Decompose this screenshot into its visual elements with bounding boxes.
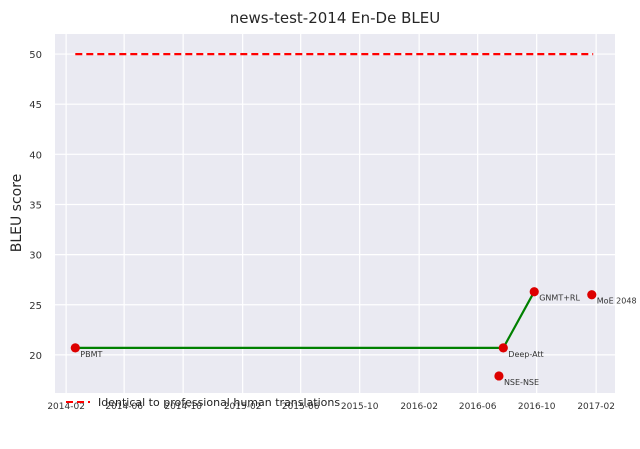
data-point-label: NSE-NSE [504, 378, 539, 387]
data-point [529, 287, 539, 297]
data-point-label: GNMT+RL [539, 294, 580, 303]
x-tick-label: 2014-06 [105, 402, 143, 412]
y-tick-labels: 20 25 30 35 40 45 50 [29, 50, 42, 362]
x-tick-label: 2015-06 [282, 402, 320, 412]
y-tick-label: 45 [29, 100, 42, 111]
x-tick-labels: 2014-02 2014-06 2014-10 2015-02 2015-06 2015-… [47, 402, 615, 412]
data-point-label: Deep-Att [508, 350, 543, 359]
data-point-label: PBMT [80, 350, 102, 359]
x-tick-label: 2015-02 [224, 402, 262, 412]
y-tick-label: 30 [29, 251, 42, 262]
x-tick-label: 2016-06 [459, 402, 497, 412]
data-point-label: MoE 2048 [597, 297, 637, 306]
legend-entry-label: Identical to professional human translat… [98, 396, 340, 409]
data-point [494, 371, 504, 381]
y-tick-label: 35 [29, 200, 42, 211]
x-tick-label: 2016-02 [400, 402, 438, 412]
x-tick-label: 2015-10 [341, 402, 379, 412]
x-tick-label: 2017-02 [577, 402, 615, 412]
x-tick-label: 2014-10 [164, 402, 202, 412]
y-axis-label: BLEU score [9, 174, 25, 253]
data-point [70, 343, 80, 353]
y-tick-label: 20 [29, 351, 42, 362]
data-point [498, 343, 508, 353]
x-tick-label: 2014-02 [47, 402, 85, 412]
legend: Identical to professional human translat… [66, 396, 340, 409]
x-tick-label: 2016-10 [518, 402, 556, 412]
data-point [587, 290, 597, 300]
x-gridlines [65, 34, 597, 393]
y-tick-label: 50 [29, 50, 42, 61]
points-layer: PBMT Deep-Att GNMT+RL MoE 2048 NSE-NSE [70, 287, 637, 387]
y-tick-label: 25 [29, 301, 42, 312]
plot-background [55, 34, 615, 393]
chart-title: news-test-2014 En-De BLEU [230, 9, 440, 27]
y-tick-label: 40 [29, 150, 42, 161]
